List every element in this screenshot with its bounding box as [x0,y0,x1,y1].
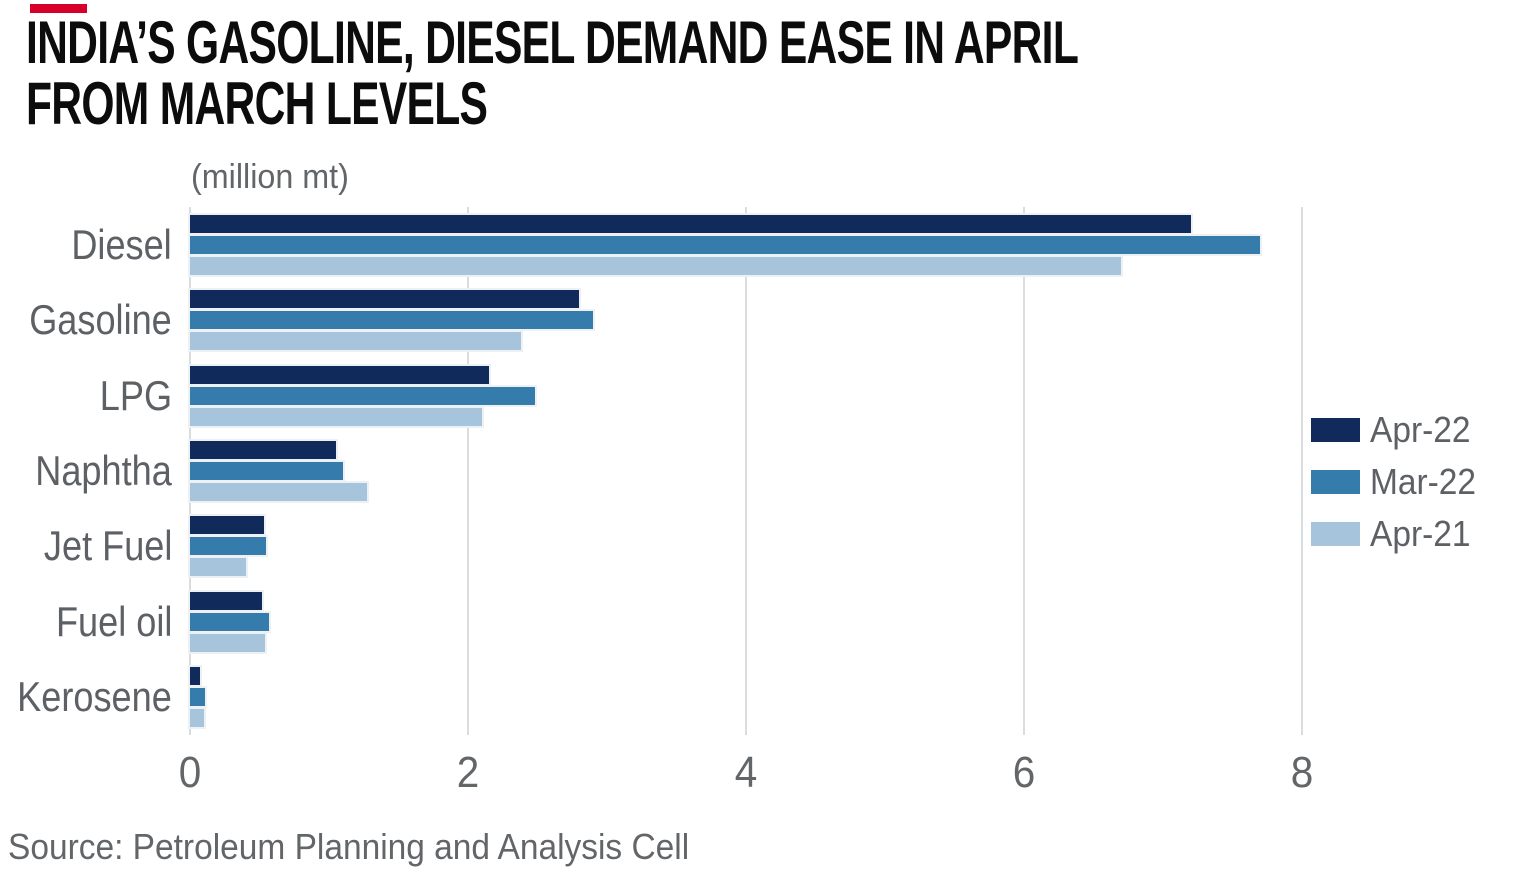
legend-label-apr-22: Apr-22 [1370,409,1471,450]
legend-item-apr-22: Apr-22 [1311,404,1484,456]
bar-lpg-mar-22 [190,386,535,405]
x-axis-tick-labels: 0 2 4 6 8 [179,748,1314,800]
bar-diesel-apr-21 [190,256,1122,275]
bar-group-gasoline [190,282,1302,357]
category-label-text: Naphtha [35,446,172,494]
plot-area [189,207,1303,735]
bar-group-diesel [190,207,1302,282]
bar-group-kerosene [190,660,1302,735]
x-tick-label-8: 8 [1290,748,1314,797]
gridline-x-2 [467,207,469,735]
bar-group-naphtha [190,433,1302,508]
bar-gasoline-mar-22 [190,311,594,330]
bar-naphtha-apr-22 [190,440,336,459]
bar-jet-fuel-mar-22 [190,537,267,556]
legend-swatch-apr-22 [1311,418,1360,442]
category-label-gasoline: Gasoline [0,282,172,357]
category-label-text: Diesel [71,220,172,268]
legend: Apr-22 Mar-22 Apr-21 [1311,404,1484,560]
chart-title-line-1: INDIA’S GASOLINE, DIESEL DEMAND EASE IN … [26,9,1079,76]
bar-fuel-oil-apr-22 [190,591,263,610]
gridline-x-4 [745,207,747,735]
category-label-text: Kerosene [17,673,172,721]
source-note: Source: Petroleum Planning and Analysis … [8,826,690,867]
bar-diesel-apr-22 [190,214,1191,233]
bar-kerosene-mar-22 [190,688,206,707]
category-label-text: LPG [99,371,172,419]
bar-jet-fuel-apr-21 [190,558,246,577]
bar-kerosene-apr-22 [190,667,200,686]
category-label-diesel: Diesel [0,207,172,282]
legend-swatch-apr-21 [1311,522,1360,546]
bar-naphtha-apr-21 [190,482,367,501]
category-label-naphtha: Naphtha [0,433,172,508]
bar-gasoline-apr-21 [190,332,521,351]
category-label-lpg: LPG [0,358,172,433]
x-tick-label-2: 2 [456,748,480,797]
bar-group-fuel-oil [190,584,1302,659]
category-axis-labels: Diesel Gasoline LPG Naphtha Jet Fuel Fuel oil… [0,207,172,735]
chart-title: INDIA’S GASOLINE, DIESEL DEMAND EASE IN … [26,9,1079,137]
legend-label-mar-22: Mar-22 [1370,461,1477,502]
x-tick-label-4: 4 [734,748,758,797]
legend-item-apr-21: Apr-21 [1311,508,1484,560]
x-tick-label-0: 0 [178,748,202,797]
bar-lpg-apr-21 [190,407,482,426]
bar-group-jet-fuel [190,509,1302,584]
category-label-text: Fuel oil [55,597,172,645]
bar-lpg-apr-22 [190,365,489,384]
category-label-kerosene: Kerosene [0,660,172,735]
category-label-jet-fuel: Jet Fuel [0,509,172,584]
legend-swatch-mar-22 [1311,470,1360,494]
legend-item-mar-22: Mar-22 [1311,456,1484,508]
category-label-fuel-oil: Fuel oil [0,584,172,659]
bar-gasoline-apr-22 [190,290,580,309]
chart-title-line-2: FROM MARCH LEVELS [26,70,488,137]
category-label-text: Gasoline [29,296,172,344]
brand-accent-bar [30,4,87,13]
bar-jet-fuel-apr-22 [190,516,264,535]
bar-fuel-oil-apr-21 [190,633,266,652]
gridline-x-8 [1301,207,1303,735]
category-label-text: Jet Fuel [43,522,172,570]
x-tick-label-6: 6 [1012,748,1036,797]
bar-fuel-oil-mar-22 [190,612,270,631]
bar-group-lpg [190,358,1302,433]
bar-diesel-mar-22 [190,235,1261,254]
legend-label-apr-21: Apr-21 [1370,513,1471,554]
bar-naphtha-mar-22 [190,461,343,480]
gridline-x-6 [1023,207,1025,735]
bar-kerosene-apr-21 [190,709,204,728]
axis-unit-label: (million mt) [191,158,349,196]
